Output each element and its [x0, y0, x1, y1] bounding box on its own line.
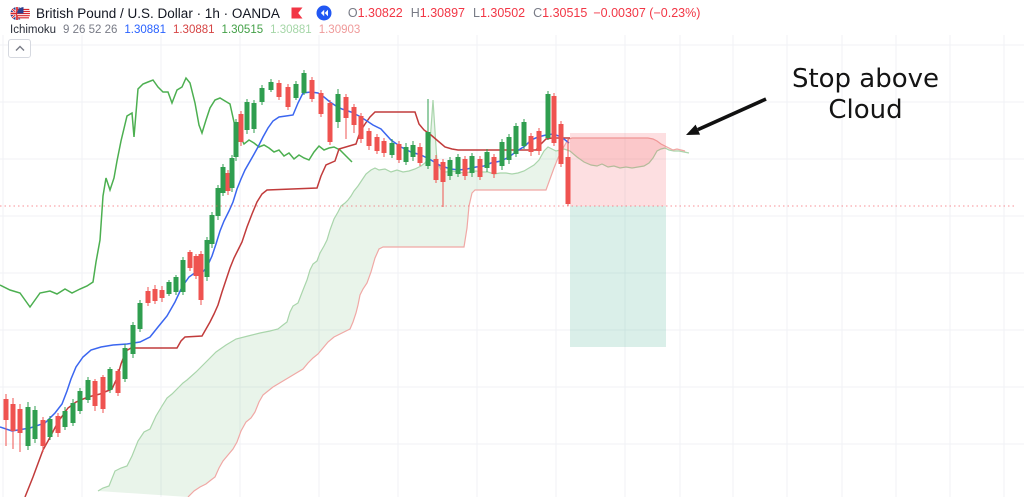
annotation-line2: Cloud	[828, 94, 903, 125]
stop-above-cloud-annotation[interactable]: Stop above Cloud	[758, 64, 973, 125]
replay-rewind-icon[interactable]	[316, 5, 332, 21]
senkou-b-line	[187, 137, 686, 497]
indicator-name[interactable]: Ichimoku	[10, 24, 57, 36]
chikou-line	[0, 76, 353, 309]
take-profit-box	[570, 206, 666, 347]
indicator-value: 1.30881	[124, 24, 166, 36]
stop-loss-box	[570, 133, 666, 206]
broker-logo-icon[interactable]	[290, 6, 304, 20]
ohlc-readout: O1.30822 H1.30897 L1.30502 C1.30515	[347, 6, 588, 20]
indicator-legend[interactable]: Ichimoku 9 26 52 26 1.30881 1.30881 1.3051…	[10, 24, 360, 36]
symbol-legend[interactable]: British Pound / U.S. Dollar · 1h · OANDA…	[10, 5, 700, 21]
indicator-value: 1.30881	[270, 24, 312, 36]
annotation-line1: Stop above	[791, 64, 940, 94]
ichimoku-cloud	[97, 99, 690, 497]
symbol-title[interactable]: British Pound / U.S. Dollar · 1h · OANDA	[36, 5, 280, 21]
indicator-value: 1.30881	[172, 24, 215, 36]
chevron-up-icon	[15, 45, 24, 51]
cloud-bearish-fill	[563, 138, 689, 168]
indicator-params: 9 26 52 26	[63, 24, 118, 36]
trend-arrow	[686, 97, 767, 135]
cloud-bullish-fill	[98, 100, 563, 497]
indicator-value: 1.30515	[221, 24, 264, 36]
senkou-a-line	[97, 99, 690, 492]
ichimoku-lines	[0, 76, 570, 497]
indicator-values: 1.30881 1.30881 1.30515 1.30881 1.30903	[124, 24, 360, 36]
position-tool	[570, 133, 666, 347]
currency-pair-flags-icon	[10, 6, 30, 21]
price-change: −0.00307 (−0.23%)	[593, 6, 701, 20]
candles-layer	[3, 70, 571, 452]
collapse-legend-button[interactable]	[8, 39, 31, 58]
indicator-value: 1.30903	[318, 24, 361, 36]
